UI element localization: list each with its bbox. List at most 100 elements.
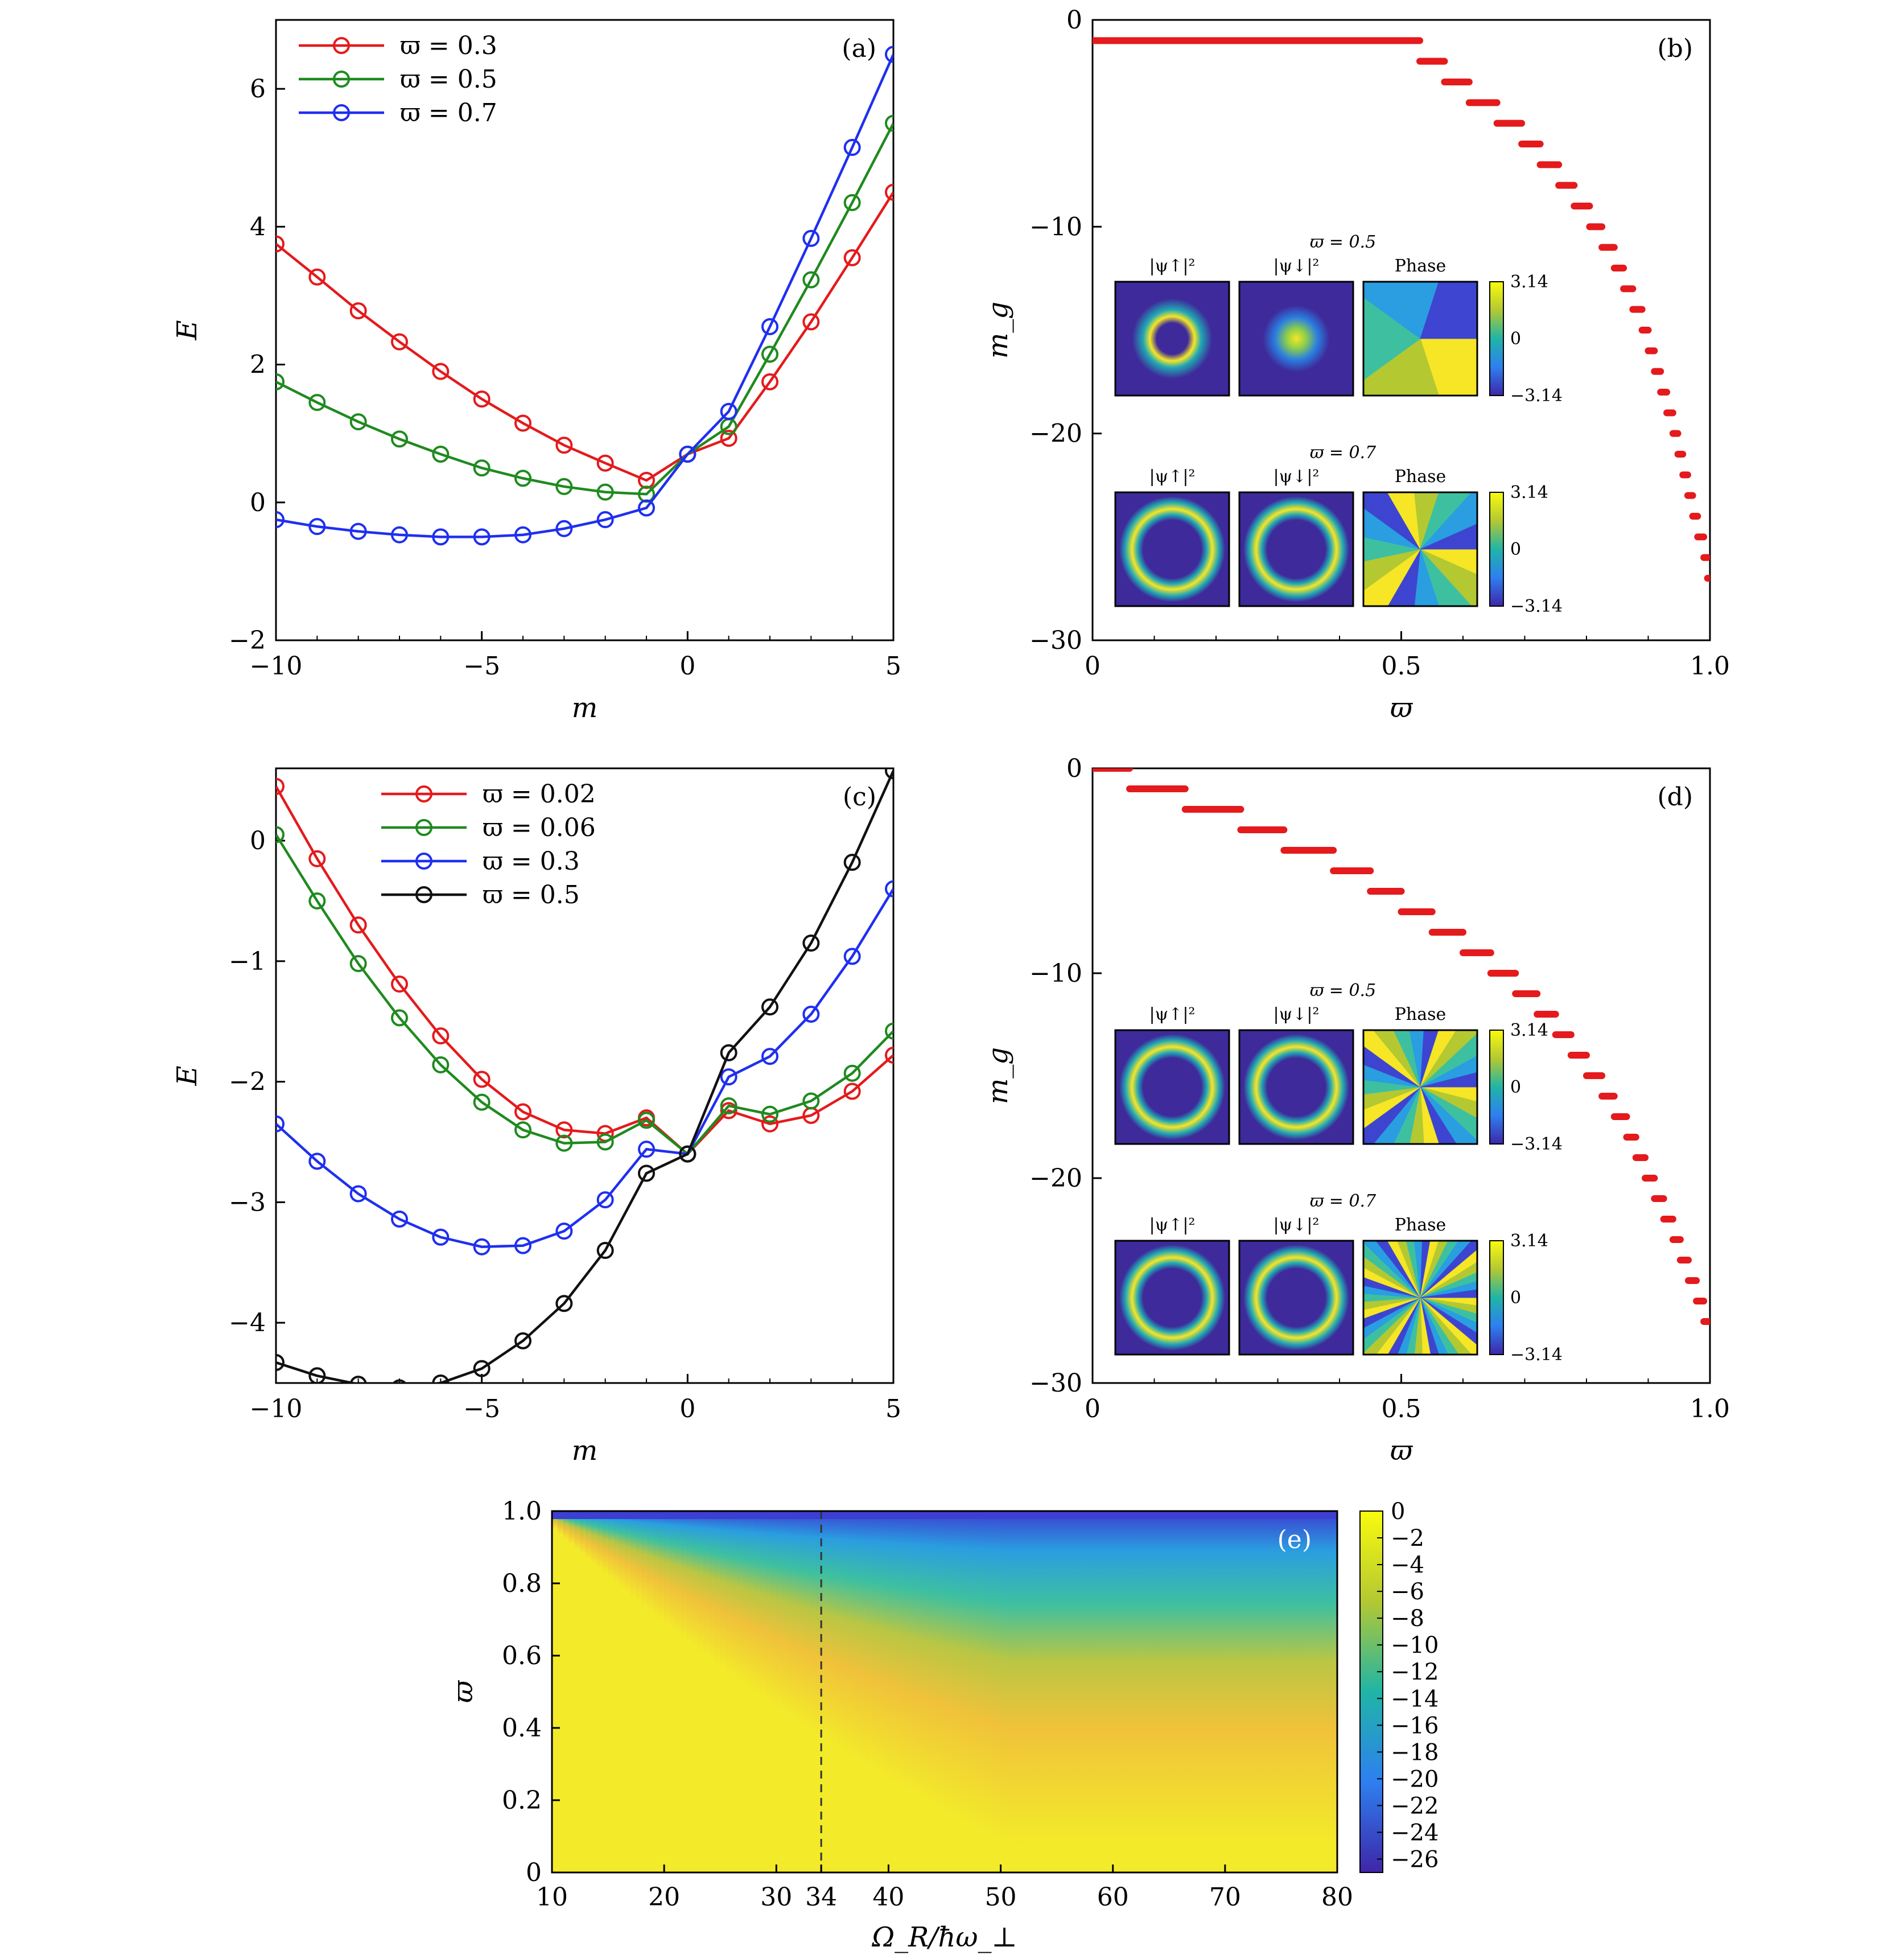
panel-e-heat-column <box>1281 1511 1288 1844</box>
panel-a-series-2-point <box>885 46 893 63</box>
panel-a-xtick-label: −5 <box>463 652 500 681</box>
panel-a-series-0-point <box>432 363 450 380</box>
panel-c-series-3-point <box>679 1145 697 1163</box>
panel-e-heat-column <box>1023 1511 1029 1844</box>
panel-e-colorbar-label: −4 <box>1391 1552 1424 1578</box>
panel-c-series-line-2 <box>276 888 893 1248</box>
panel-e-heat-column <box>596 1511 603 1569</box>
panel-e-heat-column <box>832 1511 839 1746</box>
panel-b-inset-0-inset-label-0: |ψ↑|² <box>1149 256 1196 276</box>
panel-e-heat-column <box>602 1511 609 1574</box>
panel-e-heat-column <box>1000 1511 1007 1842</box>
panel-c-legend-label-0: ϖ = 0.02 <box>483 780 596 809</box>
panel-b-inset-1-phase-map <box>1362 491 1478 607</box>
panel-c-series-0-point <box>555 1121 573 1139</box>
panel-b-inset-1-density-frame-1 <box>1238 491 1354 607</box>
panel-c-series-1-point <box>638 1112 655 1129</box>
panel-e-heat-column <box>1062 1511 1069 1844</box>
panel-a-series-1-point <box>843 194 861 211</box>
panel-c-legend-marker-3 <box>415 886 432 903</box>
panel-a-panel-label: (a) <box>842 34 876 63</box>
panel-c-series-0-point <box>473 1071 491 1088</box>
panel-c-series-0-point <box>514 1103 531 1121</box>
panel-e-heat-column <box>759 1511 766 1697</box>
panel-a-series-2-point <box>802 229 820 247</box>
panel-e-heat-column <box>1303 1511 1310 1844</box>
panel-d-inset-0-phase-map <box>1362 1029 1478 1145</box>
panel-e-heat-column <box>1073 1511 1080 1844</box>
panel-a-legend-marker-1 <box>333 71 350 88</box>
panel-c-series-2-point <box>761 1048 778 1065</box>
panel-e-heat-column <box>866 1511 872 1767</box>
panel-d: 0 0.5 1.0 0 −10 −20 −30 ϖ m_g (d) ϖ = 0.5 |ψ↑|² |ψ↓|… <box>982 754 1730 1467</box>
panel-e-heat-column <box>838 1511 844 1750</box>
panel-b-inset-1-inset-cbar-top: 3.14 <box>1510 483 1548 503</box>
panel-c-series-1-point <box>596 1133 614 1151</box>
panel-e-heat-column <box>1040 1511 1046 1844</box>
panel-c-series-2-point <box>802 1006 820 1023</box>
panel-e-colorbar-label: −22 <box>1391 1793 1439 1819</box>
panel-e-heat-column <box>636 1511 642 1602</box>
panel-e-heat-column <box>1057 1511 1063 1844</box>
panel-e-heat-column <box>1090 1511 1097 1844</box>
panel-d-inset-0-density-map-0 <box>1116 1031 1228 1143</box>
panel-d-xtick-label: 0.5 <box>1382 1394 1421 1423</box>
panel-d-inset-1-density-map-0 <box>1116 1242 1228 1353</box>
panel-a-xtick-label: −10 <box>250 652 303 681</box>
panel-a-series-0-point <box>276 235 285 253</box>
panel-b-inset-1-density-map-0 <box>1116 493 1228 605</box>
panel-c-series-2-point <box>473 1238 491 1256</box>
panel-e-heat-column <box>1180 1511 1186 1844</box>
panel-e-colorbar-label: −18 <box>1391 1739 1439 1765</box>
panel-a-series-1-point <box>555 478 573 495</box>
panel-d-xlabel: ϖ <box>1390 1435 1413 1467</box>
panel-b-ylabel: m_g <box>982 302 1014 359</box>
panel-c-series-2-point <box>514 1237 531 1254</box>
panel-a-series-2-point <box>843 139 861 157</box>
panel-a-series-1-point <box>761 345 778 363</box>
panel-e-heat-column <box>782 1511 788 1713</box>
panel-e-heat-column <box>1079 1511 1086 1844</box>
panel-e-heat-column <box>591 1511 597 1564</box>
panel-c-series-2-point <box>391 1211 408 1228</box>
panel-e-heat-column <box>978 1511 984 1830</box>
panel-e-heat-column <box>686 1511 693 1643</box>
panel-e-heat-column <box>860 1511 867 1764</box>
panel-e-heat-column <box>922 1511 929 1800</box>
panel-e-heat-column <box>788 1511 794 1717</box>
panel-e-heat-column <box>1006 1511 1013 1844</box>
panel-c-series-3-point <box>276 1354 285 1371</box>
panel-c-series-0-point <box>843 1083 861 1100</box>
panel-d-ytick-label: 0 <box>1066 754 1082 783</box>
panel-e-heat-column <box>1225 1511 1231 1844</box>
panel-c-series-1-point <box>802 1092 820 1110</box>
panel-d-inset-0-inset-title: ϖ = 0.5 <box>1310 981 1376 1001</box>
panel-a-series-0-point <box>473 390 491 408</box>
panel-d-inset-1-phase-map-wedges <box>1363 1241 1477 1355</box>
panel-e-heat-column <box>1320 1511 1327 1844</box>
panel-e-heat-column <box>765 1511 772 1701</box>
panel-c-series-group <box>276 768 893 1383</box>
panel-c-series-2-point <box>276 1115 285 1133</box>
panel-a-series-0-point <box>349 302 367 320</box>
panel-d-inset-0-inset-cbar-top: 3.14 <box>1510 1020 1548 1040</box>
panel-e-heat-column <box>1202 1511 1209 1844</box>
panel-c-series-2-point <box>555 1223 573 1240</box>
panel-c-series-3-point <box>308 1367 326 1383</box>
panel-e-colorbar-label: 0 <box>1391 1499 1405 1525</box>
panel-b-ytick-label: −10 <box>1029 212 1082 241</box>
panel-a-series-2-point <box>276 511 285 529</box>
panel-c-series-1-point <box>473 1093 491 1111</box>
panel-c-series-0-point <box>720 1102 737 1120</box>
panel-a-series-2-point <box>391 526 408 544</box>
panel-e-heat-column <box>945 1511 951 1813</box>
panel-e-ytick-label: 1.0 <box>502 1497 542 1526</box>
panel-b-ytick-label: −20 <box>1029 419 1082 448</box>
panel-e-heat-column <box>613 1511 620 1583</box>
panel-c-legend-marker-0 <box>415 785 432 802</box>
panel-e-heat-column <box>653 1511 660 1616</box>
panel-c-legend-marker-1 <box>415 819 432 836</box>
panel-e-heat-column <box>698 1511 704 1651</box>
panel-e-heat-column <box>743 1511 749 1685</box>
panel-a-series-2-point <box>308 518 326 536</box>
